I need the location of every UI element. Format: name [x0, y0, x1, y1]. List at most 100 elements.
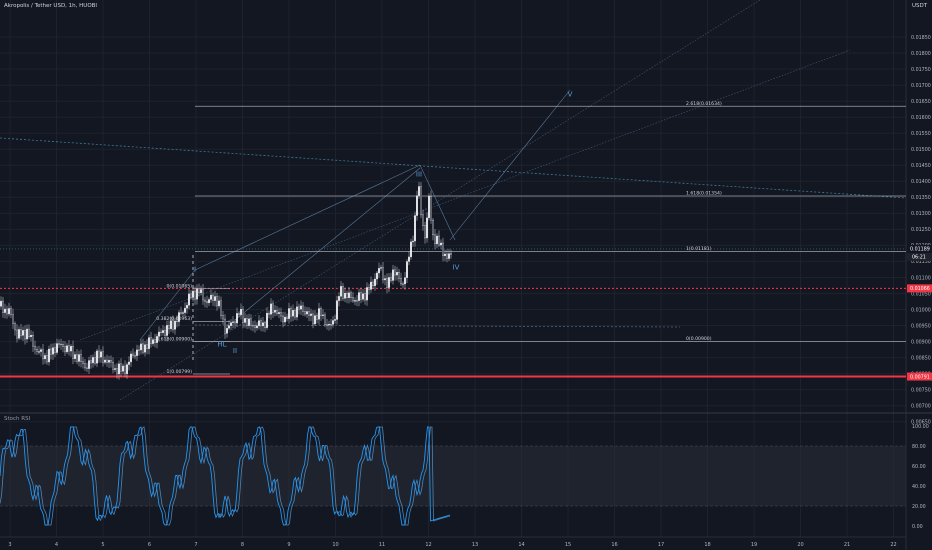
- candle-body: [410, 241, 412, 258]
- candle-body: [414, 215, 416, 242]
- price-tick-label: 0.00650: [911, 420, 931, 426]
- candle-body: [392, 269, 394, 281]
- candle-body: [246, 318, 248, 326]
- time-tick-label: 5: [101, 542, 104, 548]
- candle-body: [248, 318, 250, 326]
- price-tick-label: 0.00750: [911, 387, 931, 393]
- candle-body: [196, 288, 198, 300]
- time-tick-label: 9: [287, 542, 290, 548]
- candle-body: [62, 344, 64, 347]
- candle-body: [160, 331, 162, 333]
- rsi-tick-label: 100.00: [912, 424, 929, 430]
- candle-body: [150, 337, 152, 344]
- candle-body: [106, 359, 108, 363]
- candle-body: [318, 308, 320, 320]
- chart-title[interactable]: Akropolis / Tether USD, 1h, HUOBI: [4, 3, 98, 9]
- candle-body: [54, 347, 56, 353]
- candle-body: [40, 349, 42, 352]
- candle-body: [240, 308, 242, 315]
- candle-body: [282, 315, 284, 323]
- price-tick-label: 0.01100: [911, 275, 931, 281]
- candle-body: [220, 300, 222, 316]
- wave-label: V: [568, 90, 573, 98]
- candle-body: [152, 339, 154, 344]
- candle-body: [14, 323, 16, 331]
- candle-body: [412, 240, 414, 243]
- candle-body: [148, 337, 150, 349]
- price-tick-label: 0.01450: [911, 163, 931, 169]
- time-tick-label: 22: [890, 542, 896, 548]
- fib-extension-label: 2.618(0.01634): [686, 101, 722, 107]
- candle-body: [18, 329, 20, 339]
- candle-body: [446, 253, 448, 259]
- candle-body: [232, 321, 234, 323]
- candle-body: [420, 186, 422, 216]
- rsi-tick-label: 0.00: [912, 524, 923, 530]
- time-tick-label: 14: [518, 542, 524, 548]
- candle-body: [378, 268, 380, 274]
- candle-body: [164, 330, 166, 336]
- fibonacci-levels[interactable]: 2.618(0.01634) 1.618(0.01354) 1(0.01181) 0(…: [156, 101, 906, 375]
- candle-body: [320, 308, 322, 316]
- candle-body: [32, 334, 34, 347]
- price-tick-label: 0.01550: [911, 131, 931, 137]
- fib-retracement-label: 1(0.00799): [166, 369, 192, 375]
- candle-body: [108, 360, 110, 363]
- candle-body: [74, 354, 76, 359]
- candle-body: [188, 293, 190, 306]
- rsi-tick-label: 40.00: [912, 484, 926, 490]
- candle-body: [308, 311, 310, 316]
- indicator-title[interactable]: Stoch RSI: [4, 416, 31, 422]
- candle-body: [176, 320, 178, 323]
- candle-body: [422, 214, 424, 226]
- candle-body: [34, 345, 36, 350]
- candle-body: [394, 269, 396, 276]
- currency-label[interactable]: USDT: [912, 3, 928, 9]
- candle-body: [186, 305, 188, 309]
- candle-body: [222, 315, 224, 320]
- candle-body: [262, 322, 264, 327]
- candle-body: [138, 349, 140, 351]
- candle-body: [212, 294, 214, 301]
- candle-body: [300, 305, 302, 310]
- wave-label: HL: [217, 340, 226, 348]
- rsi-tick-label: 60.00: [912, 464, 926, 470]
- price-tick-label: 0.00700: [911, 404, 931, 410]
- trend-line: [419, 164, 456, 241]
- candle-body: [236, 313, 238, 324]
- price-tick-label: 0.01500: [911, 147, 931, 153]
- time-axis[interactable]: 3 4 5 6 7 8 9 10 11 12 13 14 15 16 17 18 19 20 21 22: [8, 542, 896, 548]
- candle-body: [132, 353, 134, 356]
- trend-line: [449, 89, 571, 241]
- candle-body: [168, 325, 170, 330]
- candle-body: [408, 256, 410, 262]
- price-tick-label: 0.00950: [911, 323, 931, 329]
- candle-body: [424, 225, 426, 239]
- candle-body: [184, 307, 186, 313]
- candle-body: [252, 325, 254, 327]
- candle-body: [226, 328, 228, 334]
- candle-body: [100, 351, 102, 358]
- candle-body: [190, 293, 192, 298]
- candle-body: [350, 292, 352, 298]
- candle-body: [12, 314, 14, 324]
- candle-body: [398, 271, 400, 279]
- candle-body: [28, 328, 30, 338]
- candle-body: [200, 289, 202, 294]
- candle-body: [6, 308, 8, 315]
- candle-body: [64, 346, 66, 353]
- price-tick-label: 0.01300: [911, 211, 931, 217]
- candle-body: [70, 346, 72, 352]
- price-axis[interactable]: 0.01850 0.01800 0.01750 0.01700 0.01650 0.016…: [907, 35, 932, 426]
- candle-body: [154, 339, 156, 343]
- fib-retracement-label: 0.618(0.00900): [156, 336, 192, 342]
- candle-body: [82, 361, 84, 364]
- candle-body: [340, 286, 342, 297]
- candle-body: [276, 310, 278, 314]
- candle-body: [270, 303, 272, 315]
- candle-body: [60, 343, 62, 346]
- price-tick-label: 0.01800: [911, 51, 931, 57]
- trend-lines[interactable]: [0, 0, 907, 401]
- rsi-band: [0, 446, 906, 506]
